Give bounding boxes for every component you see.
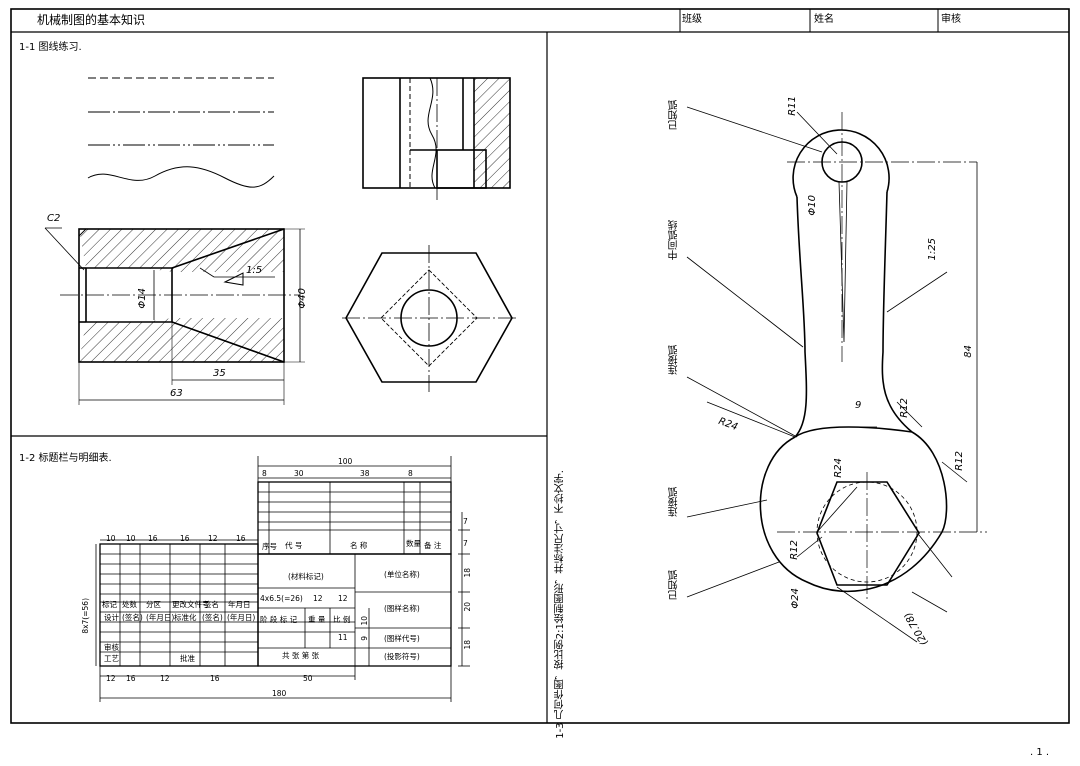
tb-dim-30a: 30 [294,469,304,478]
dim-r12-b: R12 [954,451,965,471]
tb-dim-11: 11 [338,633,348,642]
tb-dim-12c: 12 [160,674,170,683]
review-label: 审核 [941,14,961,25]
tb-dim-7b: 7 [463,539,468,548]
tb-stage-mark: 阶 段 标 记 [260,615,298,624]
wrench-drawing [686,106,987,643]
tb-dim-18b: 18 [463,640,472,650]
dim-84: 84 [963,345,974,358]
tb-row-ny2: (年月日) [146,613,175,622]
tb-dim-12e: 12 [338,594,348,603]
section-1-1-title: 1-1 图线练习. [19,42,82,53]
page-title: 机械制图的基本知识 [37,13,146,27]
tb-drawing-code: (图样代号) [384,634,420,643]
tb-dim-16e: 16 [210,674,220,683]
tb-remark-label: 备 注 [424,541,442,550]
label-connecting-arc-1: 连接弧 [669,345,680,375]
line-practice-drawing [44,77,516,405]
dia14-label: Φ14 [137,288,148,309]
tb-weight: 重 量 [308,615,326,624]
tb-name-label: 名 称 [350,541,368,550]
tb-dim-10v: 10 [360,616,369,626]
tb-dim-16a: 16 [148,534,158,543]
tb-row-ny3: (年月日) [227,613,256,622]
tb-dim-65: 4x6.5(=26) [260,594,303,603]
tb-row-gongyi: 工艺 [104,654,119,663]
tb-row-sheji: 设计 [104,613,119,622]
tb-dim-10a: 10 [106,534,116,543]
dim-r24-b: R24 [833,458,844,478]
name-label: 姓名 [814,14,834,25]
class-label: 班级 [682,14,702,25]
label-middle-arc: 中间弧线 [669,220,680,260]
tb-code-label: 代 号 [285,541,303,550]
dim-9: 9 [855,400,862,411]
tb-row-fenqu: 分区 [146,600,161,609]
tb-dim-38: 38 [360,469,370,478]
section-1-2-title: 1-2 标题栏与明细表. [19,453,112,464]
dia40-label: Φ40 [297,288,308,309]
tb-dim-12b: 12 [106,674,116,683]
dim-slope-1-25: 1:25 [927,238,938,261]
tb-dim-8x7: 8x7(=56) [81,598,90,634]
tb-dim-18a: 18 [463,568,472,578]
tb-unit: (单位名称) [384,570,420,579]
tb-row-biaoji: 标记 [102,600,117,609]
taper-label: 1:5 [246,265,263,276]
wave-line-sample [87,166,275,188]
tb-row-genggai: 更改文件号 [172,600,210,609]
page-number: . 1 . [1030,747,1050,758]
tb-dim-20: 20 [463,602,472,612]
label-known-arc-1: 已知弧 [669,100,680,130]
dim-63-label: 63 [170,388,183,399]
tb-qty-label: 数量 [406,539,421,548]
tb-projection: (投影符号) [384,652,420,661]
dim-r12-c: R12 [789,540,800,560]
dim-35-label: 35 [213,368,226,379]
tb-dim-16b: 16 [180,534,190,543]
dim-dia24: Φ24 [790,588,801,609]
tb-row-chushu: 处数 [122,600,137,609]
dim-r12-a: R12 [899,398,910,418]
tb-dim-50: 50 [303,674,313,683]
tb-dim-9v: 9 [360,636,369,641]
tb-row-qianming: 签名 [204,600,219,609]
title-block-drawing [95,456,470,702]
tb-dim-16d: 16 [126,674,136,683]
tb-row-shenhe: 审核 [104,643,119,652]
dim-dia10: Φ10 [807,195,818,216]
tb-dim-10b: 10 [126,534,136,543]
tb-material: (材料标记) [288,572,324,581]
tb-dim-8b: 8 [408,469,413,478]
label-connecting-arc-2: 连接弧 [669,487,680,517]
tb-row-pizhun: 批准 [180,654,195,663]
tb-row-nianyueri: 年月日 [228,600,251,609]
tb-dim-7a: 7 [463,517,468,526]
chamfer-c2-label: C2 [47,213,61,224]
tb-sheets: 共 张 第 张 [282,651,320,660]
tb-drawing-name: (图样名称) [384,604,420,613]
tb-scale: 比 例 [333,615,351,624]
tb-dim-8a: 8 [262,469,267,478]
tb-dim-16c: 16 [236,534,246,543]
dim-r11: R11 [787,96,798,116]
tb-seq-label: 序号 [262,542,277,551]
tb-row-qm2: (签名) [122,613,143,622]
tb-dim-180: 180 [272,689,287,698]
tb-dim-12d: 12 [313,594,323,603]
tb-dim-100: 100 [338,457,353,466]
tb-row-qm3: (签名) [202,613,223,622]
tb-dim-12a: 12 [208,534,218,543]
label-known-arc-2: 已知弧 [669,570,680,600]
tb-row-bzh: 标准化 [174,613,197,622]
